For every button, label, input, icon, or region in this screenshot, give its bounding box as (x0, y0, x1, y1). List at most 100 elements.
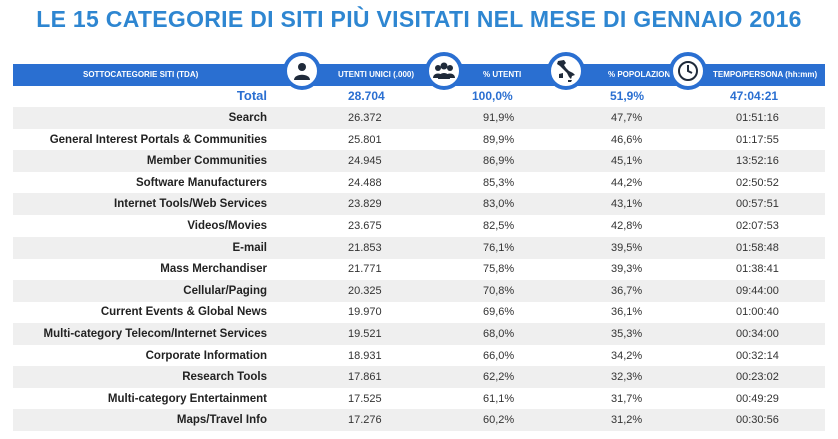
cell-pct-users: 82,5% (483, 220, 515, 232)
cell-users: 21.853 (348, 241, 382, 254)
cell-category: Current Events & Global News (100, 306, 267, 319)
cell-pct-pop: 46,6% (611, 133, 643, 146)
cell-pct-pop: 31,2% (611, 414, 643, 427)
total-pct-pop: 51,9% (610, 89, 645, 103)
cell-pct-pop: 34,2% (611, 349, 643, 362)
table-row: Member Communities 24.945 86,9% 45,1% 13:52:… (13, 150, 825, 173)
table-row: Videos/Movies 23.675 82,5% 42,8% 02:07:53 (13, 215, 825, 237)
table-row: Corporate Information 18.931 66,0% 34,2% 00:… (13, 345, 825, 367)
cell-pct-users: 91,9% (483, 112, 515, 124)
cell-time: 00:49:29 (736, 392, 779, 405)
cell-time: 01:58:48 (736, 241, 779, 254)
table-row: Maps/Travel Info 17.276 60,2% 31,2% 00:30:56 (13, 409, 825, 432)
table-row: Mass Merchandiser 21.771 75,8% 39,3% 01:38:4… (13, 258, 825, 280)
header-pct-users: % UTENTI (483, 70, 522, 79)
clock-icon (669, 52, 707, 90)
cell-pct-pop: 43,1% (611, 198, 643, 211)
cell-pct-pop: 35,3% (611, 328, 643, 340)
header-time: TEMPO/PERSONA (hh:mm) (713, 70, 818, 79)
cell-pct-pop: 45,1% (611, 155, 643, 168)
cell-category: Mass Merchandiser (160, 263, 267, 276)
group-icon (425, 52, 463, 90)
cell-users: 23.675 (348, 220, 382, 232)
cell-pct-pop: 47,7% (611, 112, 643, 124)
total-label: Total (236, 88, 267, 103)
cell-pct-users: 66,0% (483, 349, 515, 362)
cell-time: 09:44:00 (736, 284, 779, 297)
cell-category: Search (228, 112, 267, 124)
cell-users: 20.325 (348, 284, 382, 297)
cell-category: General Interest Portals & Communities (49, 133, 267, 146)
table-row: Multi-category Telecom/Internet Services… (13, 323, 825, 345)
cell-category: Maps/Travel Info (176, 414, 267, 427)
total-users: 28.704 (348, 89, 385, 103)
cell-pct-users: 60,2% (483, 414, 515, 427)
cell-users: 26.372 (348, 112, 382, 124)
cell-pct-users: 61,1% (483, 392, 515, 405)
header-pct-pop: % POPOLAZIONE (608, 70, 676, 79)
cell-pct-pop: 32,3% (611, 371, 643, 384)
cell-pct-pop: 42,8% (611, 220, 643, 232)
cell-category: Member Communities (146, 155, 267, 168)
table-row: Search 26.372 91,9% 47,7% 01:51:16 (13, 107, 825, 129)
cell-category: Corporate Information (145, 349, 267, 362)
cell-users: 24.488 (348, 176, 382, 189)
cell-time: 00:34:00 (736, 328, 779, 340)
cell-category: Multi-category Entertainment (107, 392, 267, 405)
cell-users: 19.970 (348, 306, 382, 319)
page-title: LE 15 CATEGORIE DI SITI PIÙ VISITATI NEL… (36, 6, 802, 32)
cell-users: 24.945 (348, 155, 382, 168)
table-row: Multi-category Entertainment 17.525 61,1% 3… (13, 388, 825, 410)
cell-time: 01:38:41 (736, 263, 779, 276)
cell-pct-users: 69,6% (483, 306, 515, 319)
cell-pct-pop: 31,7% (611, 392, 643, 405)
cell-pct-users: 85,3% (483, 176, 515, 189)
cell-category: Software Manufacturers (135, 176, 267, 189)
cell-users: 17.861 (348, 371, 382, 384)
cell-pct-users: 86,9% (483, 155, 515, 168)
cell-users: 23.829 (348, 198, 382, 211)
italy-map-icon (547, 52, 585, 90)
cell-pct-pop: 39,5% (611, 241, 643, 254)
cell-time: 00:30:56 (736, 414, 779, 427)
cell-category: Videos/Movies (187, 220, 267, 232)
cell-time: 13:52:16 (736, 155, 779, 168)
cell-time: 01:17:55 (736, 133, 779, 146)
total-pct-users: 100,0% (472, 89, 513, 103)
cell-time: 02:07:53 (736, 220, 779, 232)
cell-category: Cellular/Paging (183, 284, 267, 297)
cell-time: 02:50:52 (736, 176, 779, 189)
table-row: E-mail 21.853 76,1% 39,5% 01:58:48 (13, 236, 825, 259)
person-icon (283, 52, 321, 90)
total-row: Total 28.704 100,0% 51,9% 47:04:21 (13, 85, 825, 107)
table-row: Internet Tools/Web Services 23.829 83,0% 43… (13, 193, 825, 216)
cell-time: 00:57:51 (736, 198, 779, 211)
cell-pct-pop: 44,2% (611, 176, 643, 189)
total-time: 47:04:21 (730, 89, 779, 103)
cell-category: E-mail (232, 241, 267, 254)
cell-category: Research Tools (182, 371, 267, 384)
cell-pct-pop: 36,7% (611, 284, 643, 297)
cell-users: 17.276 (348, 414, 382, 427)
cell-category: Internet Tools/Web Services (114, 198, 267, 211)
table-row: Software Manufacturers 24.488 85,3% 44,2% 02… (13, 172, 825, 194)
cell-pct-pop: 39,3% (611, 263, 643, 276)
table-header: SOTTOCATEGORIE SITI (TDA) UTENTI UNICI (… (13, 64, 825, 86)
cell-time: 00:23:02 (736, 371, 779, 384)
cell-pct-users: 83,0% (483, 198, 515, 211)
cell-pct-users: 70,8% (483, 284, 515, 297)
cell-time: 01:00:40 (736, 306, 779, 319)
cell-users: 18.931 (348, 349, 382, 362)
cell-time: 01:51:16 (736, 112, 779, 124)
table-row: Current Events & Global News 19.970 69,6% 3… (13, 301, 825, 323)
cell-pct-users: 75,8% (483, 263, 515, 276)
table-row: Cellular/Paging 20.325 70,8% 36,7% 09:44:00 (13, 279, 825, 302)
cell-users: 25.801 (348, 133, 382, 146)
header-users: UTENTI UNICI (.000) (338, 70, 415, 79)
cell-pct-pop: 36,1% (611, 306, 643, 319)
cell-pct-users: 62,2% (483, 371, 515, 384)
cell-users: 19.521 (348, 328, 382, 340)
cell-pct-users: 89,9% (483, 133, 515, 146)
cell-category: Multi-category Telecom/Internet Services (43, 328, 267, 340)
cell-pct-users: 76,1% (483, 241, 515, 254)
